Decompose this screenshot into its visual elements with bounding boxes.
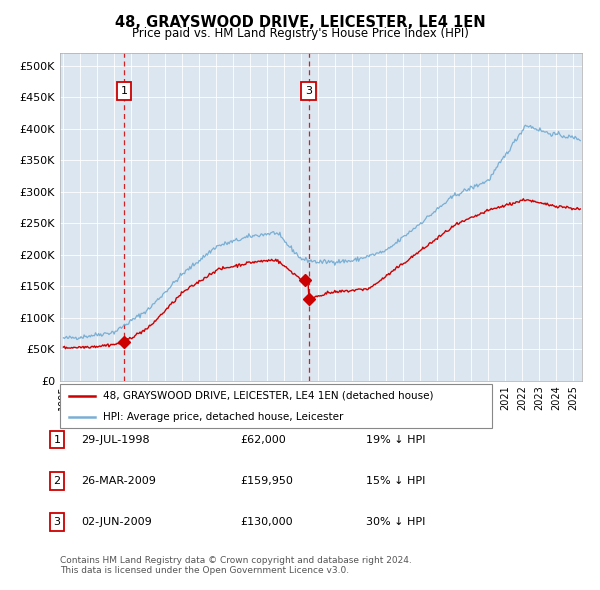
Text: 1: 1 (121, 86, 128, 96)
Text: £159,950: £159,950 (240, 476, 293, 486)
Text: Contains HM Land Registry data © Crown copyright and database right 2024.
This d: Contains HM Land Registry data © Crown c… (60, 556, 412, 575)
Text: 19% ↓ HPI: 19% ↓ HPI (366, 435, 425, 444)
Text: 48, GRAYSWOOD DRIVE, LEICESTER, LE4 1EN (detached house): 48, GRAYSWOOD DRIVE, LEICESTER, LE4 1EN … (103, 391, 434, 401)
Text: 02-JUN-2009: 02-JUN-2009 (81, 517, 152, 527)
FancyBboxPatch shape (60, 384, 492, 428)
Text: HPI: Average price, detached house, Leicester: HPI: Average price, detached house, Leic… (103, 412, 344, 422)
Text: Price paid vs. HM Land Registry's House Price Index (HPI): Price paid vs. HM Land Registry's House … (131, 27, 469, 40)
Text: 3: 3 (53, 517, 61, 527)
Text: 1: 1 (53, 435, 61, 444)
Text: £130,000: £130,000 (240, 517, 293, 527)
Text: 26-MAR-2009: 26-MAR-2009 (81, 476, 156, 486)
Text: 29-JUL-1998: 29-JUL-1998 (81, 435, 149, 444)
Text: £62,000: £62,000 (240, 435, 286, 444)
Text: 2: 2 (53, 476, 61, 486)
Text: 48, GRAYSWOOD DRIVE, LEICESTER, LE4 1EN: 48, GRAYSWOOD DRIVE, LEICESTER, LE4 1EN (115, 15, 485, 30)
Text: 3: 3 (305, 86, 312, 96)
Text: 15% ↓ HPI: 15% ↓ HPI (366, 476, 425, 486)
Text: 30% ↓ HPI: 30% ↓ HPI (366, 517, 425, 527)
